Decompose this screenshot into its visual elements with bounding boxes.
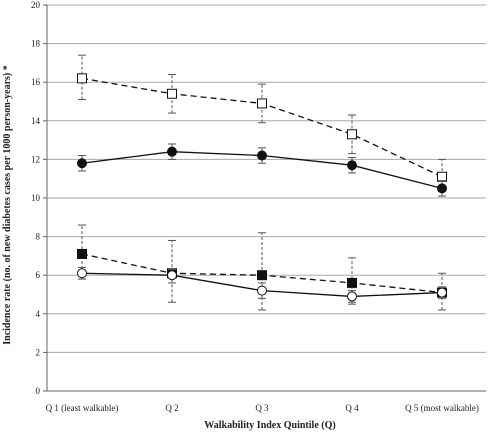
y-tick-label: 10	[31, 193, 41, 203]
x-tick-label: Q 3	[255, 403, 269, 413]
y-tick-label: 18	[31, 39, 41, 49]
y-tick-label: 14	[31, 116, 41, 126]
x-tick-label: Q 4	[345, 403, 359, 413]
y-tick-label: 12	[31, 154, 40, 164]
series-layer	[77, 54, 447, 311]
series-2	[77, 143, 447, 197]
data-point	[347, 291, 357, 302]
data-point	[437, 171, 447, 182]
data-point	[167, 88, 177, 99]
y-axis-title: Incidence rate (no. of new diabetes case…	[2, 65, 13, 345]
data-point	[437, 183, 447, 194]
y-tick-label: 2	[36, 347, 41, 357]
y-tick-label: 20	[31, 0, 41, 10]
data-point	[347, 129, 357, 140]
data-point	[257, 150, 267, 161]
data-point	[347, 277, 357, 288]
y-tick-labels: 0 2 4 6 8 10 12 14 16 18 20	[31, 0, 41, 396]
data-point	[347, 160, 357, 171]
data-point	[77, 268, 87, 279]
axes	[43, 4, 486, 392]
y-tick-label: 0	[36, 386, 41, 396]
x-tick-labels: Q 1 (least walkable) Q 2 Q 3 Q 4 Q 5 (most w…	[46, 403, 479, 413]
data-point	[257, 285, 267, 296]
y-tick-label: 8	[36, 232, 41, 242]
x-tick-label: Q 1 (least walkable)	[46, 403, 119, 413]
series-4	[77, 266, 447, 303]
x-tick-label: Q 5 (most walkable)	[405, 403, 479, 413]
series-1	[77, 54, 447, 197]
data-point	[77, 158, 87, 169]
data-point	[167, 146, 177, 157]
y-tick-label: 6	[36, 270, 41, 280]
y-tick-label: 4	[36, 309, 41, 319]
y-tick-label: 16	[31, 77, 41, 87]
x-tick-label: Q 2	[165, 403, 178, 413]
x-axis-title: Walkability Index Quintile (Q)	[204, 420, 335, 431]
grid-lines	[47, 4, 486, 353]
data-point	[77, 248, 87, 259]
data-point	[167, 270, 177, 281]
data-point	[257, 270, 267, 281]
data-point	[437, 287, 447, 298]
data-point	[257, 98, 267, 109]
data-point	[77, 73, 87, 84]
